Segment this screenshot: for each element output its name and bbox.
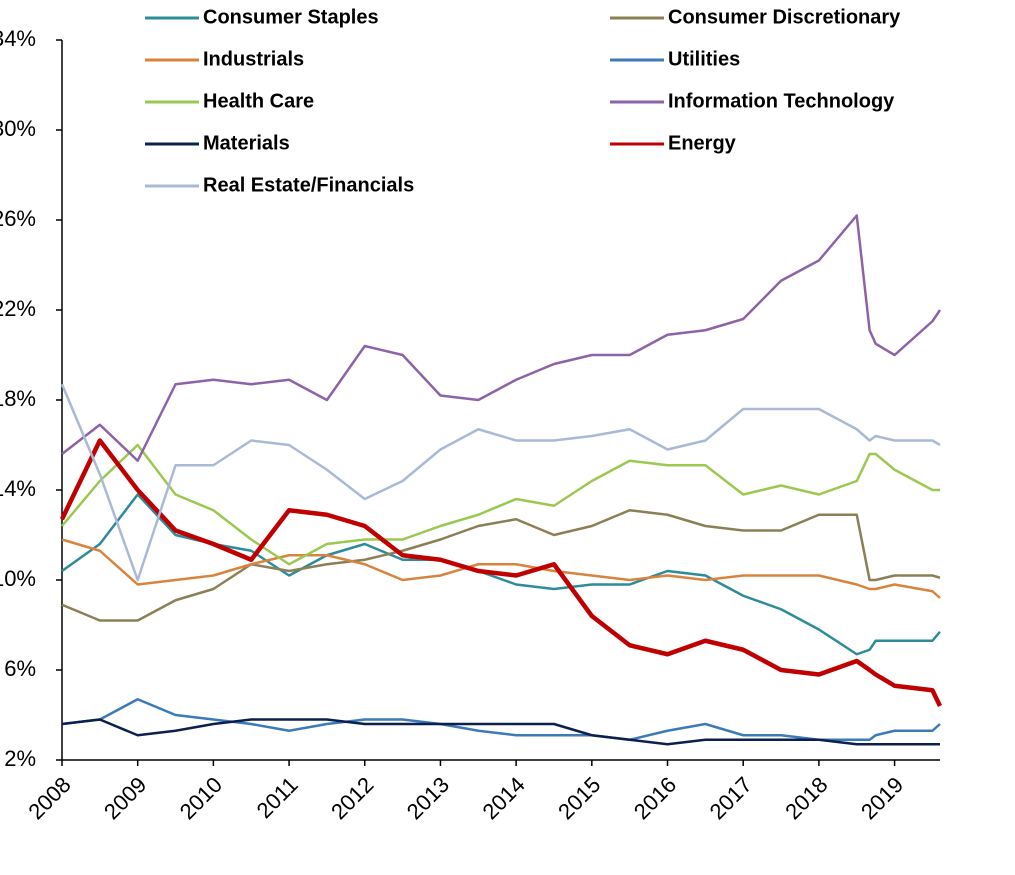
y-tick-label: 18% bbox=[0, 386, 36, 411]
y-tick-label: 26% bbox=[0, 206, 36, 231]
legend-label: Health Care bbox=[203, 90, 314, 112]
x-tick-label: 2017 bbox=[705, 772, 757, 824]
legend-label: Information Technology bbox=[668, 90, 895, 112]
y-tick-label: 34% bbox=[0, 26, 36, 51]
series-line bbox=[59, 438, 943, 707]
legend-label: Consumer Staples bbox=[203, 6, 379, 28]
x-tick-label: 2008 bbox=[23, 772, 75, 824]
series-line bbox=[60, 383, 941, 582]
x-tick-label: 2014 bbox=[477, 772, 529, 824]
x-tick-label: 2016 bbox=[629, 772, 681, 824]
y-tick-label: 22% bbox=[0, 296, 36, 321]
x-tick-label: 2009 bbox=[99, 772, 151, 824]
legend-label: Consumer Discretionary bbox=[668, 6, 901, 28]
x-tick-label: 2019 bbox=[856, 772, 908, 824]
series-line bbox=[61, 214, 942, 462]
x-tick-label: 2015 bbox=[553, 772, 605, 824]
x-tick-label: 2011 bbox=[252, 772, 303, 823]
y-tick-label: 2% bbox=[4, 746, 36, 771]
series-line bbox=[61, 509, 941, 622]
legend-label: Energy bbox=[668, 132, 737, 154]
x-tick-label: 2013 bbox=[402, 772, 454, 824]
y-tick-label: 10% bbox=[0, 566, 36, 591]
y-tick-label: 30% bbox=[0, 116, 36, 141]
legend-label: Real Estate/Financials bbox=[203, 174, 414, 196]
x-tick-label: 2010 bbox=[175, 772, 227, 824]
series-line bbox=[61, 493, 941, 656]
series-line bbox=[61, 538, 941, 599]
legend-label: Utilities bbox=[668, 48, 740, 70]
series-line bbox=[61, 698, 941, 741]
x-tick-label: 2018 bbox=[780, 772, 832, 824]
y-tick-label: 14% bbox=[0, 476, 36, 501]
series-line bbox=[61, 443, 940, 566]
x-tick-label: 2012 bbox=[326, 772, 378, 824]
y-tick-label: 6% bbox=[4, 656, 36, 681]
legend-label: Materials bbox=[203, 132, 290, 154]
legend-label: Industrials bbox=[203, 48, 304, 70]
series-line bbox=[61, 718, 940, 746]
